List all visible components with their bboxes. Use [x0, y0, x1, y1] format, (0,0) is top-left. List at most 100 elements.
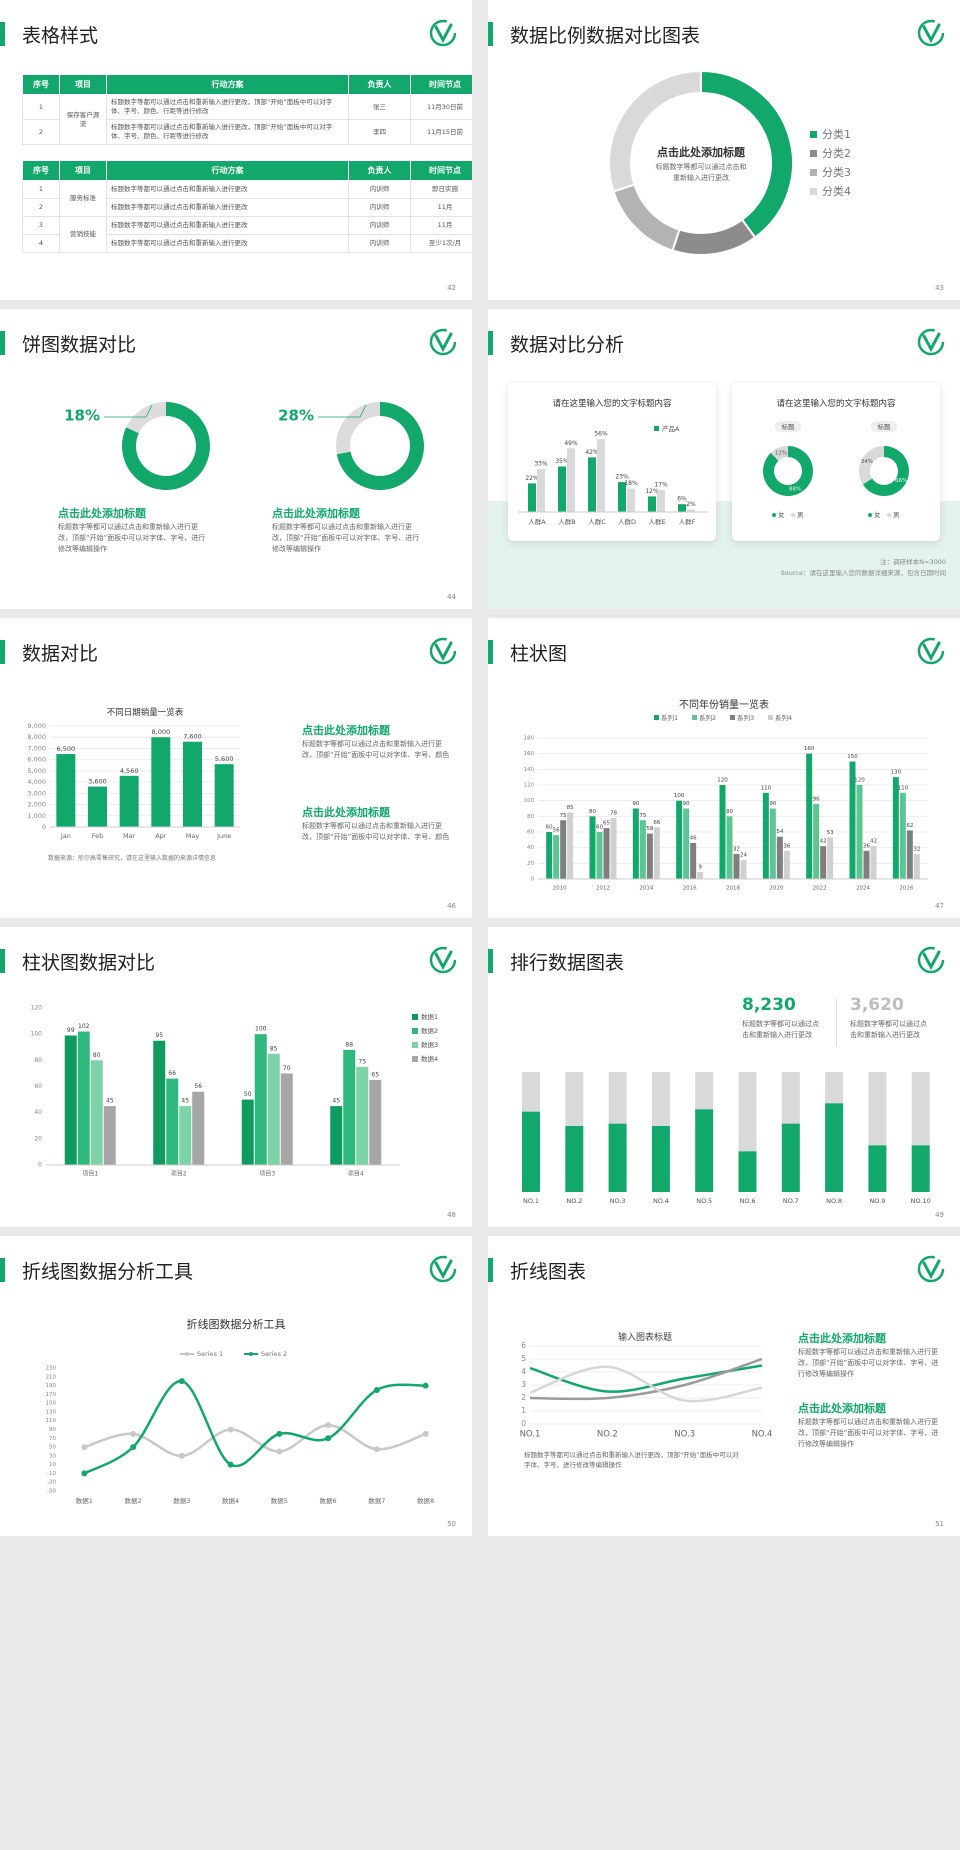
- header-cell: 负责人: [348, 74, 411, 95]
- value-label: 62: [906, 823, 913, 829]
- x-tick-label: 数据1: [76, 1496, 93, 1505]
- marker: [227, 1426, 234, 1433]
- x-tick-label: NO.5: [696, 1197, 712, 1205]
- line: [529, 1357, 763, 1401]
- x-tick-label: NO.2: [597, 1430, 618, 1440]
- cell: 2: [22, 119, 60, 145]
- header-cell: 行动方案: [106, 160, 349, 181]
- donut-segment: [671, 218, 757, 256]
- stat-divider: [836, 999, 837, 1047]
- slide-title: 数据对比分析: [510, 334, 625, 356]
- logo-mark: [434, 950, 453, 971]
- bar: [678, 504, 686, 512]
- bar: [820, 846, 827, 879]
- bar: [627, 488, 635, 512]
- x-tick-label: NO.3: [610, 1197, 626, 1205]
- x-tick-label: NO.6: [740, 1197, 756, 1205]
- source: Source：请在这里输入您的数据详细来源，包含日期时间: [780, 569, 946, 577]
- slide: 柱状图数据对比 48 0 20 40 60 80 100 120 项目1 99 102 80 45 项目2 9…: [0, 927, 472, 1227]
- y-tick-label: 5,000: [27, 767, 46, 775]
- legend-dot: [772, 513, 776, 517]
- y-tick-label: 0: [38, 1162, 42, 1169]
- stat-value: 3,620: [850, 995, 904, 1015]
- title-accent: [488, 1258, 493, 1282]
- bar: [653, 827, 660, 879]
- bar-segment: [565, 1072, 584, 1126]
- y-tick-label: 30: [49, 1453, 56, 1459]
- pill-label: 标题: [782, 422, 796, 431]
- ring-value: [336, 402, 380, 455]
- legend-swatch: [412, 1014, 418, 1020]
- bar: [726, 816, 733, 879]
- logo: [917, 946, 945, 974]
- slide-title: 数据对比: [22, 643, 99, 665]
- y-tick-label: 70: [49, 1436, 56, 1442]
- card: [508, 383, 716, 541]
- value-label: 56: [553, 828, 560, 834]
- bar: [849, 761, 856, 879]
- marker: [422, 1430, 429, 1437]
- bar: [356, 1066, 369, 1165]
- y-tick-label: 160: [524, 751, 535, 757]
- bar: [589, 816, 596, 879]
- bar-segment: [738, 1151, 757, 1192]
- bar: [618, 482, 626, 512]
- chart-title: 折线图数据分析工具: [186, 1318, 286, 1331]
- header-cell: 项目: [59, 160, 107, 181]
- y-tick-label: 0: [531, 877, 535, 883]
- table-row: 4 标题数字等都可以通过点击和重新输入进行更改 内训师 至少1次/月: [22, 234, 472, 253]
- logo-ring: [429, 19, 457, 47]
- bar: [546, 832, 553, 879]
- title-accent: [0, 331, 5, 355]
- logo-mark: [434, 641, 453, 662]
- value-label: 56: [194, 1083, 202, 1090]
- bar-segment: [522, 1111, 540, 1192]
- slide-title: 排行数据图表: [510, 952, 625, 974]
- x-tick-label: Mar: [123, 832, 136, 840]
- title-accent: [0, 1258, 5, 1282]
- value-label: 23%: [615, 474, 629, 481]
- chart-title: 不同年份销量一览表: [679, 700, 769, 711]
- legend-label: 数据4: [421, 1054, 438, 1063]
- page-number: 50: [447, 1520, 456, 1528]
- value-label: 95: [155, 1032, 163, 1039]
- bar: [90, 1060, 103, 1165]
- logo: [917, 19, 945, 47]
- block-heading: 点击此处添加标题: [302, 806, 390, 819]
- logo-mark: [434, 332, 453, 353]
- y-tick-label: 7,000: [27, 744, 46, 752]
- bar: [913, 853, 920, 879]
- y-tick-label: 80: [34, 1057, 42, 1064]
- logo-mark: [922, 332, 941, 353]
- legend-label: 分类3: [822, 165, 851, 179]
- bar: [119, 775, 139, 827]
- y-tick-label: 180: [524, 736, 535, 742]
- value-label: 96: [813, 796, 820, 802]
- legend-label: Series 1: [197, 1350, 223, 1358]
- bar: [783, 850, 790, 879]
- bar: [103, 1106, 116, 1165]
- x-tick-label: 数据3: [173, 1496, 190, 1505]
- marker: [227, 1461, 234, 1468]
- value-label: 80: [726, 809, 733, 815]
- x-tick-label: 2020: [769, 886, 783, 892]
- bar: [153, 1040, 166, 1165]
- slide-title: 折线图表: [510, 1261, 587, 1283]
- value-label: 78: [610, 810, 617, 816]
- bar-segment: [608, 1123, 627, 1192]
- y-tick-label: 9,000: [27, 722, 46, 730]
- x-tick-label: 2018: [726, 886, 740, 892]
- bar-segment: [651, 1072, 670, 1126]
- value-label: 5,600: [215, 755, 234, 763]
- x-tick-label: NO.7: [783, 1197, 799, 1205]
- cell: 内训师: [348, 234, 411, 253]
- y-tick-label: 3,000: [27, 789, 46, 797]
- x-tick-label: 项目3: [259, 1171, 275, 1178]
- cell: 内训师: [348, 216, 411, 235]
- x-tick-label: Apr: [155, 832, 167, 840]
- bar: [639, 820, 646, 879]
- bar: [343, 1049, 356, 1165]
- bar-segment: [565, 1126, 584, 1192]
- bar: [813, 803, 820, 879]
- bar-segment: [868, 1072, 887, 1146]
